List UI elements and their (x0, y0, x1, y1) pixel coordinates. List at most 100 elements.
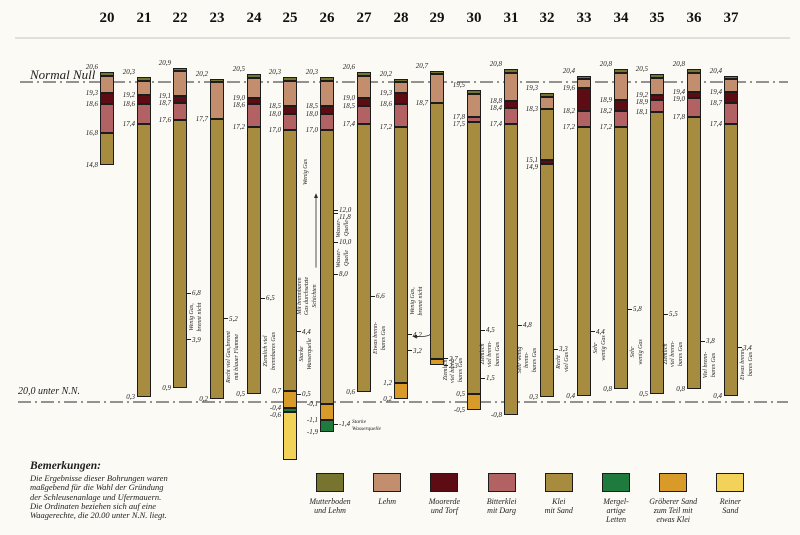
layer-bitterklei-borehole-21 (137, 104, 151, 124)
layer-moorerde-borehole-24 (247, 98, 261, 105)
elevation-label: 18,2 (599, 106, 612, 115)
annotation-note: brennbares Gas (270, 331, 277, 370)
layer-lehm-borehole-23 (210, 82, 224, 119)
layer-moorerde-borehole-31 (504, 101, 518, 108)
elevation-label: -0,5 (453, 406, 465, 414)
layer-klei-borehole-32 (540, 109, 554, 161)
tick-label: -1,4 (339, 420, 351, 429)
elevation-label: 18,5 (268, 102, 281, 110)
annotation-note: Quelle (343, 219, 350, 236)
elevation-label: 19,3 (525, 84, 538, 93)
elevation-label: 16,8 (85, 129, 98, 138)
legend-label-klei: Klei mit Sand (544, 497, 573, 515)
annotation-note: bares Gas (710, 353, 717, 378)
elevation-label: 18,9 (635, 97, 648, 106)
borehole-number-36: 36 (686, 10, 702, 26)
layer-bitterklei-borehole-27 (357, 106, 371, 124)
layer-bitterklei-borehole-33 (577, 110, 591, 127)
tick-mark (408, 350, 412, 352)
legend-label-lehm: Lehm (378, 497, 397, 506)
annotation-note: wenig Gas (600, 334, 607, 361)
elevation-label: 0,3 (529, 393, 538, 402)
remarks-line: Die Ordinaten beziehen sich auf eine (30, 500, 156, 511)
layer-mutterboden-borehole-21 (137, 77, 151, 81)
layer-mutterboden-borehole-32 (540, 93, 554, 97)
annotation-note: Etwas brenn- (740, 347, 747, 380)
tick-label: 6,8 (192, 289, 201, 298)
layer-klei-borehole-34 (614, 126, 628, 390)
borehole-number-25: 25 (282, 10, 298, 26)
annotation-note: viel brenn- (487, 341, 493, 367)
tick-mark (444, 364, 448, 366)
elevation-label: 17,8 (672, 113, 685, 122)
legend-swatch-reiner_sand (716, 473, 745, 492)
tick-mark (591, 331, 595, 333)
layer-moorerde-borehole-37 (724, 91, 738, 103)
tick-mark (481, 377, 485, 379)
elevation-label: 20,7 (415, 61, 428, 70)
annotation-note: Sehr (593, 342, 600, 354)
elevation-label: 17,2 (232, 122, 245, 131)
tick-mark (481, 329, 485, 331)
annotation-note: Ziemlich (442, 359, 449, 381)
borehole-number-30: 30 (466, 10, 482, 26)
layer-lehm-borehole-37 (724, 79, 738, 92)
layer-mutterboden-borehole-29 (430, 70, 444, 75)
baseline-label: 20,0 unter N.N. (18, 386, 80, 397)
layer-bitterklei-borehole-35 (650, 99, 664, 113)
annotation-note: Ziemlich viel (263, 335, 270, 367)
elevation-label: 18,7 (158, 99, 171, 108)
elevation-label: 0,7 (272, 386, 281, 395)
layer-mutterboden-borehole-26 (320, 77, 334, 81)
layer-groeberer_sand-borehole-26 (320, 403, 334, 420)
elevation-label: 17,4 (709, 119, 722, 128)
annotation-note: viel brenn- (450, 357, 456, 383)
layer-lehm-borehole-25 (283, 80, 297, 106)
elevation-label: 1,2 (383, 378, 392, 387)
elevation-label: 14,9 (525, 163, 538, 172)
layer-mutterboden-borehole-33 (577, 75, 591, 80)
elevation-label: 19,4 (672, 87, 685, 96)
tick-label: 4,8 (523, 321, 532, 330)
borehole-number-32: 32 (539, 10, 555, 26)
layer-moorerde-borehole-35 (650, 94, 664, 100)
tick-label: 12,0 (339, 206, 352, 214)
annotation-note: viel Gas (563, 352, 570, 372)
layer-klei-borehole-25 (283, 130, 297, 391)
elevation-label: 18,0 (268, 110, 281, 118)
borehole-number-28: 28 (393, 10, 409, 26)
elevation-label: 19,3 (379, 89, 392, 98)
borehole-number-34: 34 (613, 10, 629, 26)
tick-label: 10,0 (339, 238, 352, 246)
elevation-label: 0,5 (456, 390, 465, 398)
elevation-label: 18,0 (305, 110, 318, 118)
elevation-label: -1,1 (306, 415, 318, 424)
elevation-label: 18,9 (599, 95, 612, 104)
layer-mutterboden-borehole-20 (100, 72, 114, 76)
layer-groeberer_sand-borehole-28 (394, 382, 408, 399)
elevation-label: 18,7 (415, 98, 428, 107)
layer-klei-borehole-27 (357, 123, 371, 393)
elevation-label: 0,4 (713, 391, 722, 400)
borehole-number-35: 35 (649, 10, 665, 26)
layer-mutterboden-borehole-27 (357, 72, 371, 76)
annotation-note: Recht (556, 355, 563, 369)
layer-mutterboden-borehole-37 (724, 75, 738, 80)
elevation-label: -0,6 (269, 411, 281, 420)
tick-mark (628, 308, 632, 310)
elevation-label: 19,6 (562, 84, 575, 93)
elevation-label: 18,1 (635, 108, 648, 117)
layer-klei-borehole-35 (650, 112, 664, 394)
tick-label: 6,6 (376, 292, 385, 301)
tick-mark (738, 347, 742, 349)
elevation-label: 20,6 (85, 63, 98, 72)
elevation-label: 17,7 (195, 114, 208, 123)
elevation-label: 20,8 (672, 60, 685, 69)
annotation-note: Ziemlich (479, 343, 486, 365)
layer-bitterklei-borehole-37 (724, 102, 738, 124)
layer-groeberer_sand-borehole-30 (467, 394, 481, 410)
layer-klei-borehole-20 (100, 133, 114, 166)
elevation-label: -0,1 (306, 399, 318, 408)
annotation-note: Wasser- (336, 218, 343, 238)
tick-label: 4,4 (596, 327, 605, 336)
